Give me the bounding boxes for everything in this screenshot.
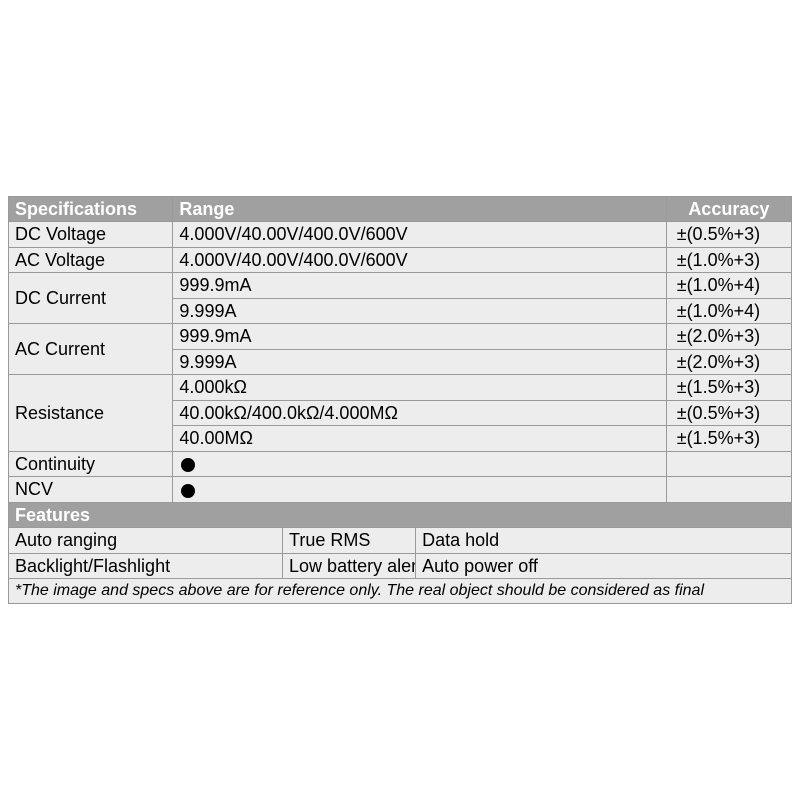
spec-range: 4.000V/40.00V/400.0V/600V — [173, 247, 666, 273]
dot-icon — [181, 458, 195, 472]
table-row: AC Current 999.9mA ±(2.0%+3) — [9, 324, 792, 350]
table-row: Continuity — [9, 451, 792, 477]
features-header-row: Features — [9, 502, 792, 528]
spec-accuracy — [666, 451, 791, 477]
spec-accuracy: ±(2.0%+3) — [666, 324, 791, 350]
spec-accuracy: ±(1.0%+3) — [666, 247, 791, 273]
spec-header-row: Specifications Range Accuracy — [9, 196, 792, 222]
spec-label: AC Voltage — [9, 247, 173, 273]
table-row: DC Voltage 4.000V/40.00V/400.0V/600V ±(0… — [9, 222, 792, 248]
spec-accuracy: ±(0.5%+3) — [666, 222, 791, 248]
features-row: Backlight/Flashlight Low battery alert A… — [9, 553, 792, 579]
spec-range: 40.00kΩ/400.0kΩ/4.000MΩ — [173, 400, 666, 426]
spec-label: Continuity — [9, 451, 173, 477]
spec-accuracy: ±(1.0%+4) — [666, 273, 791, 299]
feature-cell: True RMS — [283, 528, 416, 554]
spec-range: 9.999A — [173, 298, 666, 324]
spec-range: 4.000V/40.00V/400.0V/600V — [173, 222, 666, 248]
feature-cell: Auto power off — [416, 553, 792, 579]
footnote: *The image and specs above are for refer… — [9, 579, 792, 604]
spec-sheet: Specifications Range Accuracy DC Voltage… — [0, 196, 800, 605]
col-accuracy: Accuracy — [666, 196, 791, 222]
spec-range: 40.00MΩ — [173, 426, 666, 452]
spec-label: NCV — [9, 477, 173, 503]
col-range: Range — [173, 196, 666, 222]
features-header: Features — [9, 502, 792, 528]
spec-accuracy: ±(1.5%+3) — [666, 426, 791, 452]
feature-cell: Low battery alert — [283, 553, 416, 579]
footnote-row: *The image and specs above are for refer… — [9, 579, 792, 604]
spec-accuracy: ±(1.0%+4) — [666, 298, 791, 324]
col-spec: Specifications — [9, 196, 173, 222]
spec-range: 4.000kΩ — [173, 375, 666, 401]
table-row: NCV — [9, 477, 792, 503]
spec-label: DC Current — [9, 273, 173, 324]
spec-accuracy — [666, 477, 791, 503]
spec-accuracy: ±(0.5%+3) — [666, 400, 791, 426]
specifications-table: Specifications Range Accuracy DC Voltage… — [8, 196, 792, 605]
spec-range — [173, 477, 666, 503]
spec-label: Resistance — [9, 375, 173, 452]
feature-cell: Backlight/Flashlight — [9, 553, 283, 579]
dot-icon — [181, 484, 195, 498]
table-row: Resistance 4.000kΩ ±(1.5%+3) — [9, 375, 792, 401]
spec-range: 9.999A — [173, 349, 666, 375]
spec-range: 999.9mA — [173, 324, 666, 350]
features-row: Auto ranging True RMS Data hold — [9, 528, 792, 554]
spec-range — [173, 451, 666, 477]
spec-accuracy: ±(1.5%+3) — [666, 375, 791, 401]
table-row: AC Voltage 4.000V/40.00V/400.0V/600V ±(1… — [9, 247, 792, 273]
spec-range: 999.9mA — [173, 273, 666, 299]
spec-label: AC Current — [9, 324, 173, 375]
feature-cell: Data hold — [416, 528, 792, 554]
table-row: DC Current 999.9mA ±(1.0%+4) — [9, 273, 792, 299]
feature-cell: Auto ranging — [9, 528, 283, 554]
spec-label: DC Voltage — [9, 222, 173, 248]
spec-accuracy: ±(2.0%+3) — [666, 349, 791, 375]
